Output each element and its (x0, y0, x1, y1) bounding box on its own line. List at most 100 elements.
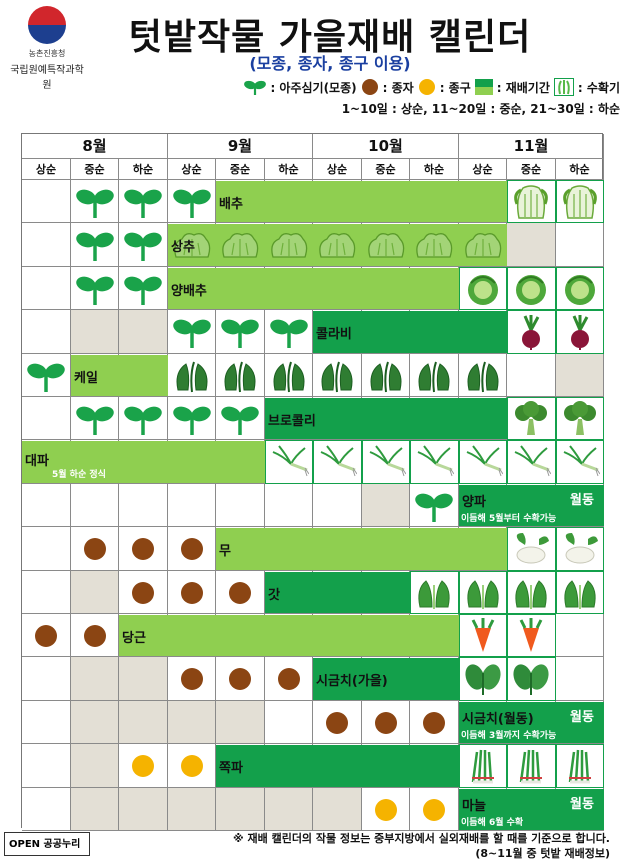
period-header: 중순 (71, 159, 119, 180)
calendar-cell (556, 657, 604, 701)
seedling-icon (270, 319, 308, 349)
cabbage-icon (516, 274, 546, 305)
calendar-cell (168, 483, 216, 528)
bulb-icon (375, 798, 397, 821)
calendar-cell (71, 310, 119, 354)
napa-cabbage-icon (514, 185, 548, 219)
seedling-icon (76, 233, 114, 262)
calendar-cell (556, 353, 604, 397)
org-name: 국립원예특작과학원 (10, 65, 84, 91)
calendar-cell (119, 700, 168, 745)
calendar-cell (22, 527, 71, 571)
calendar-cell (119, 744, 168, 788)
calendar-cell (216, 787, 265, 831)
period-header: 하순 (410, 159, 459, 180)
calendar-cell (265, 787, 313, 831)
green-onion-icon (320, 445, 357, 477)
calendar-cell (22, 223, 71, 267)
radish-icon (516, 533, 549, 564)
seedling-icon (244, 80, 267, 95)
crop-name: 갓 (268, 587, 280, 603)
lettuce-icon (416, 233, 453, 259)
crop-note: 이듬해 6월 수확 (461, 817, 524, 828)
cabbage-icon (565, 274, 595, 305)
spinach-icon (465, 664, 501, 696)
cultivation-period-bar (216, 745, 459, 787)
scallion-icon (471, 750, 494, 784)
seed-icon (229, 581, 251, 604)
cultivation-period-bar (168, 267, 459, 310)
month-header: 10월 (313, 134, 459, 159)
seed-icon (84, 538, 106, 561)
seedling-icon (76, 189, 114, 218)
crop-name: 케일 (74, 370, 98, 386)
lettuce-icon (271, 233, 308, 259)
seed-icon (423, 711, 445, 734)
green-onion-icon (563, 445, 600, 477)
period-swatch-icon (474, 79, 493, 95)
scallion-icon (568, 750, 591, 784)
overwinter-tag: 월동 (570, 492, 594, 508)
seedling-icon (76, 406, 114, 435)
calendar-cell (71, 570, 119, 614)
open-license-badge: OPEN 공공누리 (4, 832, 90, 856)
calendar-cell (507, 353, 556, 397)
overwinter-tag: 월동 (570, 709, 594, 725)
green-onion-icon (514, 445, 551, 477)
kale-icon (418, 361, 450, 392)
calendar-cell (22, 787, 71, 831)
cultivation-period-bar (313, 311, 507, 353)
calendar-cell (22, 657, 71, 701)
crop-name: 시금치(월동) (462, 711, 534, 727)
mustard-greens-icon (467, 579, 499, 609)
page-subtitle: (모종, 종자, 종구 이용) (249, 54, 411, 73)
seedling-icon (124, 406, 162, 435)
legend-seed-label: : 종자 (382, 80, 414, 95)
kale-icon (176, 361, 208, 392)
crop-name: 시금치(가을) (316, 674, 388, 690)
bulb-icon (418, 79, 435, 95)
cultivation-period-bar (216, 181, 507, 223)
legend-seedling-label: : 아주심기(모종) (270, 80, 357, 95)
calendar-cell (22, 700, 71, 745)
carrot-icon (519, 618, 543, 652)
calendar-cell (362, 483, 410, 528)
org-small-label: 농촌진흥청 (28, 49, 66, 58)
period-header: 하순 (265, 159, 313, 180)
harvest-cell (556, 744, 604, 788)
calendar-cell (22, 180, 71, 224)
month-header: 8월 (22, 134, 168, 159)
legend: : 아주심기(모종) : 종자 : 종구 : 재배기간 : 수확기 (140, 78, 620, 96)
seed-icon (132, 581, 154, 604)
legend-harvest-label: : 수확기 (577, 80, 620, 95)
period-definition-note: 1~10일 : 상순, 11~20일 : 중순, 21~30일 : 하순 (341, 102, 620, 116)
legend-bulb-label: : 종구 (439, 80, 471, 95)
calendar-cell (313, 787, 362, 831)
cultivation-period-bar (71, 354, 168, 396)
seed-icon (278, 668, 300, 691)
seedling-icon (124, 189, 162, 218)
cultivation-period-bar (459, 788, 604, 830)
cultivation-period-bar (119, 615, 459, 657)
calendar-cell (556, 223, 604, 267)
crop-name: 쪽파 (219, 761, 243, 777)
calendar-cell (119, 310, 168, 354)
seed-icon (181, 581, 203, 604)
seedling-icon (221, 319, 259, 349)
calendar-cell (556, 614, 604, 658)
green-onion-icon (272, 445, 309, 477)
period-header: 중순 (507, 159, 556, 180)
lettuce-icon (174, 233, 211, 259)
seedling-icon (173, 189, 211, 218)
calendar-cell (265, 483, 313, 528)
footer-note: ※ 재배 캘린더의 작물 정보는 중부지방에서 실외재배를 할 때를 기준으로 … (232, 832, 610, 845)
seed-icon (35, 625, 57, 647)
seed-icon (84, 625, 106, 647)
calendar-cell (216, 700, 265, 745)
page-title: 텃밭작물 가을재배 캘린더 (128, 17, 532, 58)
seedling-icon (124, 276, 162, 305)
calendar-cell (22, 310, 71, 354)
calendar-cell (71, 700, 119, 745)
calendar-cell (22, 266, 71, 311)
harvest-cell (459, 744, 507, 788)
